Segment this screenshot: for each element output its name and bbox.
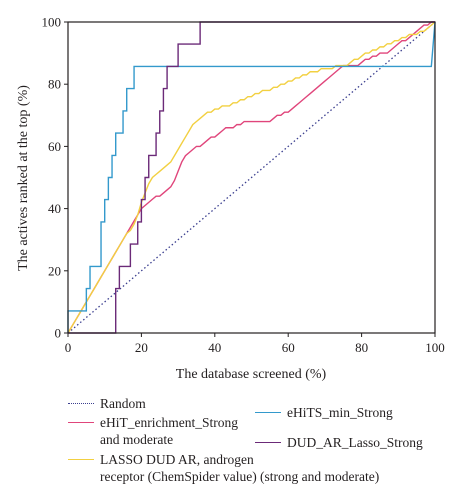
- series-line-ehits-min-strong: [67, 21, 436, 333]
- x-tick-label-100: 100: [425, 340, 445, 355]
- x-tick-label-0: 0: [65, 340, 72, 355]
- x-tick-label-40: 40: [208, 340, 221, 355]
- x-tick-label-20: 20: [135, 340, 148, 355]
- y-tick-label-20: 20: [48, 263, 61, 278]
- plot-lines: [67, 21, 436, 334]
- axes: [67, 21, 436, 334]
- legend: Random eHiT_enrichment_Strong and modera…: [0, 390, 466, 500]
- x-tick-label-80: 80: [355, 340, 368, 355]
- series-line-ehit-enrichment-strong: [67, 21, 435, 334]
- y-axis-title: The actives ranked at the top (%): [16, 85, 31, 271]
- legend-item-random: Random: [68, 395, 146, 412]
- y-tick-label-40: 40: [48, 201, 61, 216]
- legend-item-dud-ar-lasso: DUD_AR_Lasso_Strong: [255, 434, 423, 451]
- legend-swatch-lasso-dud-ar: [68, 459, 94, 460]
- legend-item-lasso-dud-ar: LASSO DUD AR, androgen receptor (ChemSpi…: [68, 451, 379, 485]
- x-tick-label-60: 60: [282, 340, 295, 355]
- roc-chart: 0 20 40 60 80 100 0 20 40 60 80 100 The database sc…: [16, 15, 445, 383]
- plot-frame: [67, 21, 436, 334]
- series-line-lasso-dud-ar-androgen: [67, 21, 436, 334]
- legend-label-ehits-min: eHiTS_min_Strong: [287, 405, 393, 420]
- legend-swatch-random: [68, 403, 94, 404]
- series-line-dud-ar-lasso-strong: [68, 21, 435, 334]
- y-tick-label-60: 60: [48, 139, 61, 154]
- legend-item-ehits-min: eHiTS_min_Strong: [255, 404, 393, 421]
- y-tick-label-80: 80: [48, 77, 61, 92]
- legend-swatch-ehits-min: [255, 412, 281, 413]
- legend-label-lasso-dud-ar: LASSO DUD AR, androgen receptor (ChemSpi…: [100, 452, 380, 484]
- legend-label-dud-ar-lasso: DUD_AR_Lasso_Strong: [287, 435, 423, 450]
- y-tick-label-100: 100: [42, 15, 62, 30]
- legend-swatch-ehit-enrichment: [68, 422, 94, 423]
- legend-label-ehit-enrichment: eHiT_enrichment_Strong and moderate: [100, 415, 238, 447]
- legend-item-ehit-enrichment: eHiT_enrichment_Strong and moderate: [68, 414, 238, 448]
- ticks: 0 20 40 60 80 100 0 20 40 60 80 100: [42, 15, 445, 356]
- series-line-random: [67, 21, 436, 334]
- legend-label-random: Random: [100, 396, 146, 411]
- y-tick-label-0: 0: [55, 326, 62, 341]
- legend-swatch-dud-ar-lasso: [255, 442, 281, 443]
- x-axis-title: The database screened (%): [176, 367, 327, 382]
